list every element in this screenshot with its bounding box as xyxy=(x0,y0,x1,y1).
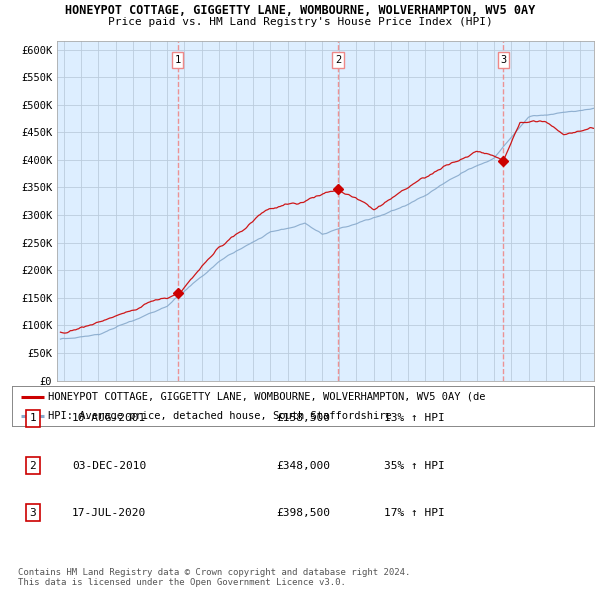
Text: 1: 1 xyxy=(29,414,37,423)
Text: 2: 2 xyxy=(335,55,341,65)
Text: HONEYPOT COTTAGE, GIGGETTY LANE, WOMBOURNE, WOLVERHAMPTON, WV5 0AY: HONEYPOT COTTAGE, GIGGETTY LANE, WOMBOUR… xyxy=(65,4,535,17)
Text: £348,000: £348,000 xyxy=(276,461,330,470)
Text: 2: 2 xyxy=(29,461,37,470)
Text: HPI: Average price, detached house, South Staffordshire: HPI: Average price, detached house, Sout… xyxy=(48,411,392,421)
Text: 3: 3 xyxy=(29,508,37,517)
Text: HONEYPOT COTTAGE, GIGGETTY LANE, WOMBOURNE, WOLVERHAMPTON, WV5 0AY (de: HONEYPOT COTTAGE, GIGGETTY LANE, WOMBOUR… xyxy=(48,392,485,402)
Text: 35% ↑ HPI: 35% ↑ HPI xyxy=(384,461,445,470)
Text: £158,500: £158,500 xyxy=(276,414,330,423)
Text: Contains HM Land Registry data © Crown copyright and database right 2024.
This d: Contains HM Land Registry data © Crown c… xyxy=(18,568,410,587)
Text: Price paid vs. HM Land Registry's House Price Index (HPI): Price paid vs. HM Land Registry's House … xyxy=(107,17,493,27)
Text: 13% ↑ HPI: 13% ↑ HPI xyxy=(384,414,445,423)
Text: 1: 1 xyxy=(175,55,181,65)
Text: £398,500: £398,500 xyxy=(276,508,330,517)
Text: 3: 3 xyxy=(500,55,506,65)
Text: 03-DEC-2010: 03-DEC-2010 xyxy=(72,461,146,470)
Text: 10-AUG-2001: 10-AUG-2001 xyxy=(72,414,146,423)
Text: 17-JUL-2020: 17-JUL-2020 xyxy=(72,508,146,517)
Text: 17% ↑ HPI: 17% ↑ HPI xyxy=(384,508,445,517)
